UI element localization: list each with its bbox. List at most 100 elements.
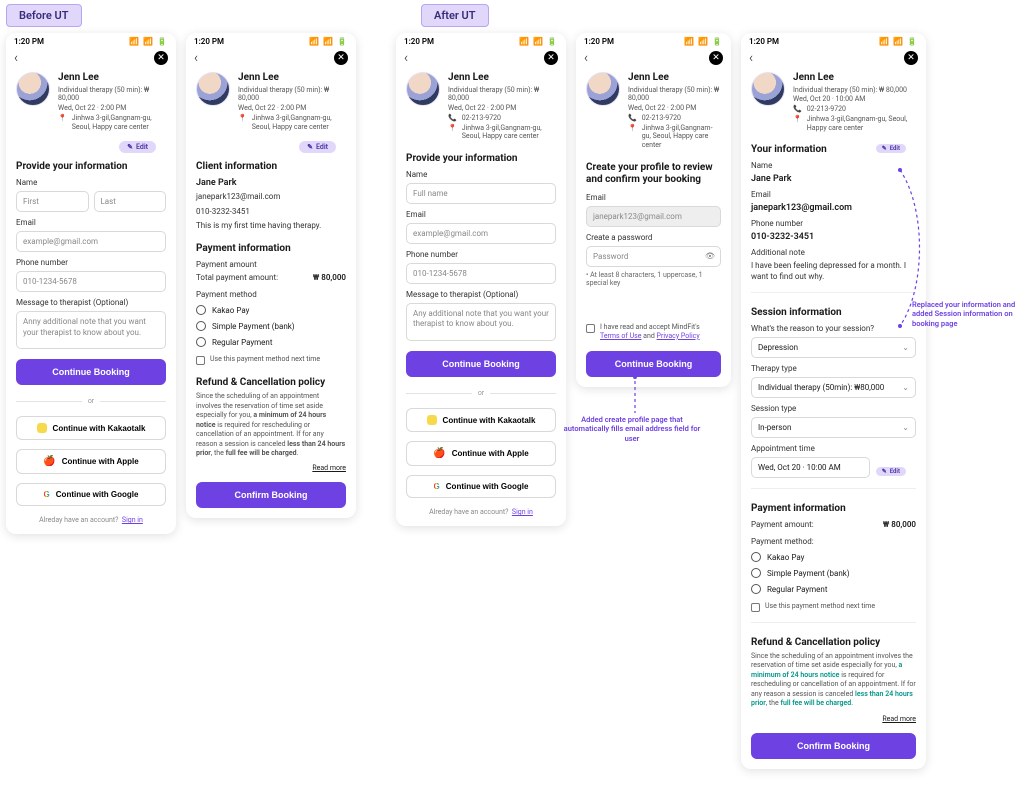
- therapist-header: Jenn Lee Individual therapy (50 min): ₩ …: [396, 70, 566, 147]
- phone-before-confirm: 1:20 PM 📶 📶 🔋 ‹ ✕ Jenn Lee Individual th…: [186, 33, 356, 518]
- pay-save-label: Use this payment method next time: [210, 355, 320, 364]
- back-icon[interactable]: ‹: [404, 50, 408, 66]
- avatar: [751, 72, 785, 106]
- phone-icon: 📞: [448, 114, 457, 123]
- avatar: [406, 72, 440, 106]
- edit-button[interactable]: ✎ Edit: [299, 141, 336, 153]
- status-icons: 📶 📶 🔋: [519, 37, 558, 46]
- tos-link[interactable]: Terms of Use: [600, 332, 641, 340]
- pay-save-checkbox[interactable]: [751, 603, 760, 612]
- statusbar: 1:20 PM 📶 📶 🔋: [576, 33, 731, 46]
- annotation-profile-page: Added create profile page that automatic…: [562, 415, 702, 443]
- therapist-name: Jenn Lee: [238, 72, 346, 85]
- therapy-type-select[interactable]: Individual therapy (50min): ₩80,000⌄: [751, 377, 916, 398]
- edit-appt-button[interactable]: ✎ Edit: [876, 467, 906, 476]
- session-address: Jinhwa 3-gil,Gangnam-gu, Seoul, Happy ca…: [807, 115, 916, 133]
- password-visibility-icon[interactable]: 👁: [705, 252, 715, 261]
- refund-title: Refund & Cancellation policy: [751, 637, 916, 648]
- create-profile-title: Create your profile to review and confir…: [586, 162, 721, 187]
- pay-radio-kakao[interactable]: [751, 552, 761, 562]
- continue-booking-button[interactable]: Continue Booking: [586, 351, 721, 377]
- pay-opt: Regular Payment: [212, 338, 272, 347]
- oauth-apple-button[interactable]: 🍎Continue with Apple: [406, 441, 556, 466]
- confirm-booking-button[interactable]: Confirm Booking: [751, 733, 916, 759]
- session-type-select[interactable]: In-person⌄: [751, 417, 916, 438]
- close-icon[interactable]: ✕: [334, 51, 348, 65]
- read-more-link[interactable]: Read more: [751, 715, 916, 723]
- email-input[interactable]: example@gmail.com: [406, 223, 556, 244]
- therapist-header: Jenn Lee Individual therapy (50 min): ₩ …: [576, 70, 731, 156]
- oauth-kakao-button[interactable]: Continue with Kakaotalk: [406, 408, 556, 432]
- back-icon[interactable]: ‹: [749, 50, 753, 66]
- session-line: Individual therapy (50 min): ₩ 80,000: [448, 86, 556, 104]
- pay-radio-simple[interactable]: [196, 321, 206, 331]
- phone-input[interactable]: 010-1234-5678: [16, 271, 166, 292]
- pin-icon: 📍: [628, 124, 637, 133]
- oauth-google-button[interactable]: GContinue with Google: [406, 475, 556, 498]
- name-label: Name: [751, 161, 916, 170]
- or-divider: or: [16, 397, 166, 405]
- oauth-kakao-button[interactable]: Continue with Kakaotalk: [16, 416, 166, 440]
- payment-method-label: Payment method:: [751, 537, 916, 546]
- close-icon[interactable]: ✕: [544, 51, 558, 65]
- session-address: Jinhwa 3-gil,Gangnam-gu, Seoul, Happy ca…: [72, 114, 166, 132]
- session-address: Jinhwa 3-gil,Gangnam-gu, Seoul, Happy ca…: [642, 124, 721, 150]
- email-label: Email: [586, 193, 721, 202]
- close-icon[interactable]: ✕: [154, 51, 168, 65]
- password-input[interactable]: Password: [586, 246, 721, 267]
- oauth-apple-button[interactable]: 🍎Continue with Apple: [16, 449, 166, 474]
- kakao-icon: [427, 415, 437, 425]
- back-icon[interactable]: ‹: [194, 50, 198, 66]
- statusbar: 1:20 PM 📶 📶 🔋: [186, 33, 356, 46]
- email-label: Email: [16, 218, 166, 227]
- back-icon[interactable]: ‹: [14, 50, 18, 66]
- terms-checkbox[interactable]: [586, 324, 595, 333]
- pay-radio-regular[interactable]: [196, 337, 206, 347]
- message-input[interactable]: Anny additional note that you want your …: [16, 311, 166, 349]
- privacy-link[interactable]: Privacy Policy: [657, 332, 700, 340]
- continue-booking-button[interactable]: Continue Booking: [16, 359, 166, 385]
- continue-booking-button[interactable]: Continue Booking: [406, 351, 556, 377]
- close-icon[interactable]: ✕: [904, 51, 918, 65]
- status-time: 1:20 PM: [194, 37, 224, 46]
- statusbar: 1:20 PM 📶 📶 🔋: [396, 33, 566, 46]
- confirm-booking-button[interactable]: Confirm Booking: [196, 482, 346, 508]
- payment-amount-label: Payment amount:: [751, 520, 814, 529]
- back-icon[interactable]: ‹: [584, 50, 588, 66]
- phones-row: 1:20 PM 📶 📶 🔋 ‹ ✕ Jenn Lee Individual th…: [6, 33, 1018, 769]
- signin-link[interactable]: Sign in: [122, 516, 143, 524]
- last-name-input[interactable]: Last: [94, 191, 167, 212]
- session-line: Individual therapy (50 min): ₩ 80,000: [793, 86, 916, 95]
- pay-save-checkbox[interactable]: [196, 356, 205, 365]
- therapist-name: Jenn Lee: [793, 72, 916, 85]
- phone-input[interactable]: 010-1234-5678: [406, 263, 556, 284]
- first-name-input[interactable]: First: [16, 191, 89, 212]
- reason-label: What's the reason to your session?: [751, 324, 916, 333]
- phone-label: Phone number: [16, 258, 166, 267]
- message-input[interactable]: Any additional note that you want your t…: [406, 303, 556, 341]
- pin-icon: 📍: [238, 114, 247, 123]
- name-label: Name: [406, 170, 556, 179]
- close-icon[interactable]: ✕: [709, 51, 723, 65]
- pay-radio-simple[interactable]: [751, 568, 761, 578]
- pay-radio-regular[interactable]: [751, 584, 761, 594]
- pay-opt: Simple Payment (bank): [767, 569, 850, 578]
- pay-opt: Regular Payment: [767, 585, 827, 594]
- session-info-title: Session information: [751, 307, 916, 318]
- status-icons: 📶 📶 🔋: [129, 37, 168, 46]
- status-time: 1:20 PM: [584, 37, 614, 46]
- name-input[interactable]: Full name: [406, 183, 556, 204]
- session-datetime: Wed, Oct 22 · 2:00 PM: [58, 104, 166, 113]
- edit-your-info-button[interactable]: ✎ Edit: [876, 144, 906, 153]
- pay-radio-kakao[interactable]: [196, 305, 206, 315]
- chevron-down-icon: ⌄: [902, 343, 909, 352]
- email-field-prefilled: janepark123@gmail.com: [586, 206, 721, 227]
- signin-link[interactable]: Sign in: [512, 508, 533, 516]
- email-input[interactable]: example@gmail.com: [16, 231, 166, 252]
- edit-button[interactable]: ✎ Edit: [119, 141, 156, 153]
- oauth-google-button[interactable]: GContinue with Google: [16, 483, 166, 506]
- reason-select[interactable]: Depression⌄: [751, 337, 916, 358]
- phone-icon: 📞: [628, 114, 637, 123]
- session-phone: 02-213-9720: [807, 105, 846, 114]
- read-more-link[interactable]: Read more: [196, 464, 346, 472]
